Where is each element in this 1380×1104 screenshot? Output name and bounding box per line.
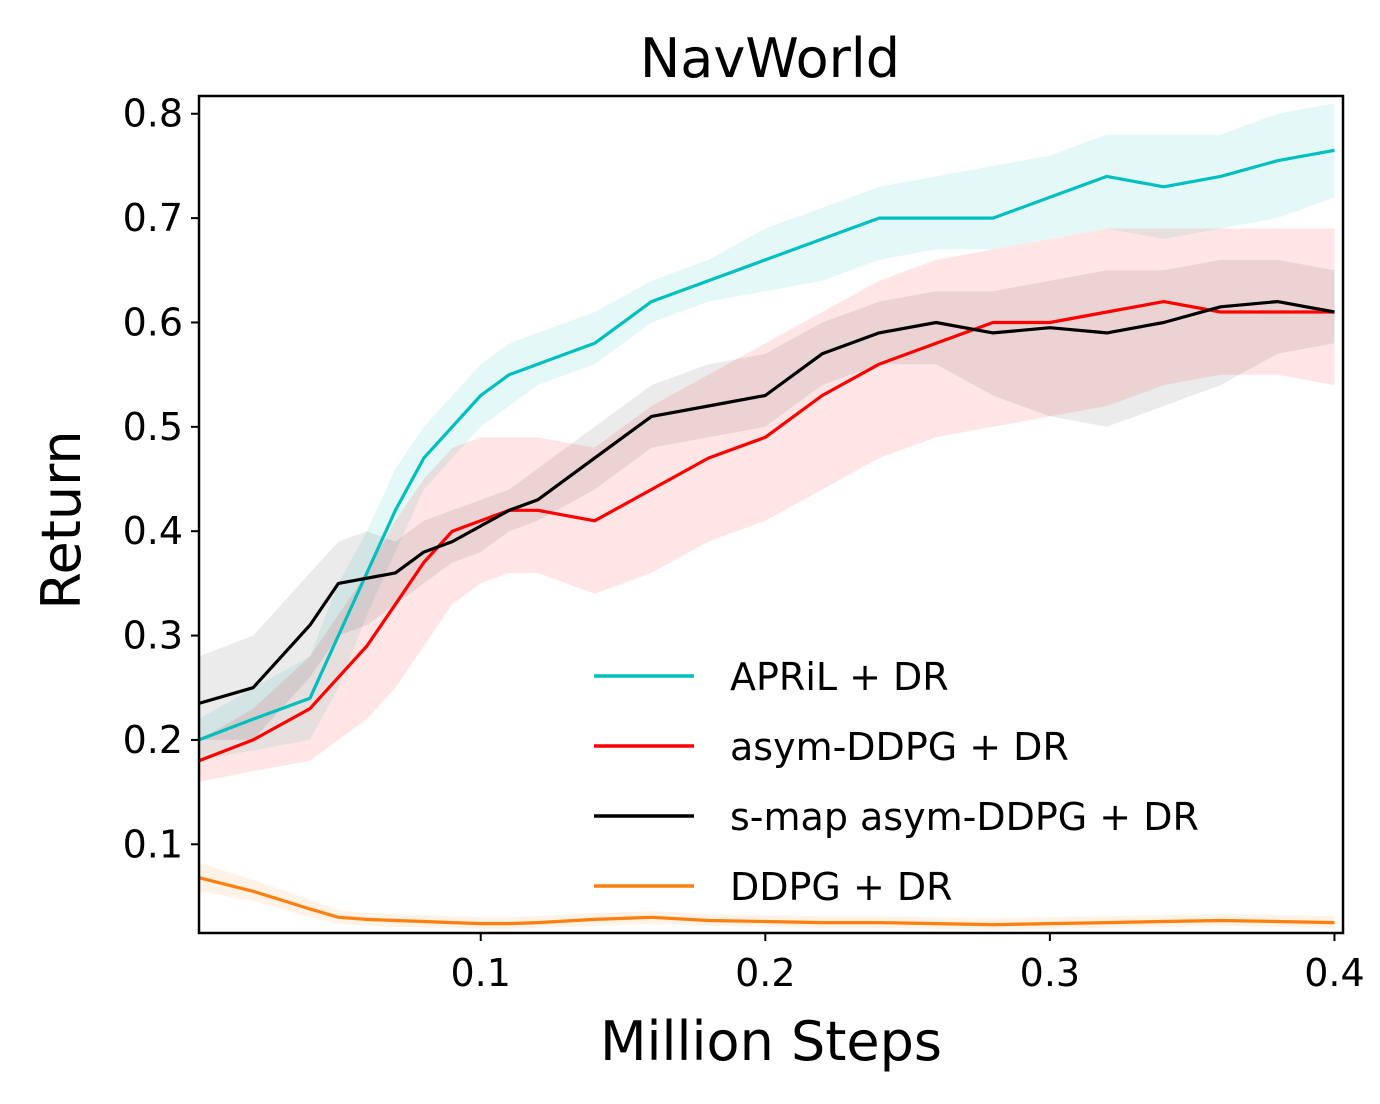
confidence-band-2 [199, 259, 1335, 740]
y-tick-label: 0.5 [123, 405, 183, 449]
legend-label-0: APRiL + DR [730, 655, 949, 699]
y-tick-label: 0.4 [123, 509, 183, 553]
x-tick-label: 0.4 [1304, 951, 1364, 995]
x-tick-label: 0.1 [451, 951, 511, 995]
x-tick-label: 0.3 [1020, 951, 1080, 995]
y-tick-label: 0.7 [123, 196, 183, 240]
y-axis: 0.1 0.2 0.3 0.4 0.5 0.6 0.7 0.8 [123, 92, 199, 866]
y-tick-label: 0.2 [123, 718, 183, 762]
y-tick-label: 0.1 [123, 822, 183, 866]
series-line-0 [198, 148, 1335, 742]
y-tick-label: 0.6 [123, 300, 183, 344]
series-line-3 [198, 876, 1335, 927]
plot-frame [197, 94, 1345, 935]
legend-label-2: s-map asym-DDPG + DR [730, 795, 1199, 839]
x-tick-label: 0.2 [735, 951, 795, 995]
confidence-band-1 [199, 228, 1335, 782]
x-axis: 0.1 0.2 0.3 0.4 [451, 933, 1365, 995]
chart-title: NavWorld [640, 27, 900, 90]
y-axis-title: Return [30, 430, 93, 609]
legend-label-3: DDPG + DR [730, 865, 953, 909]
y-tick-label: 0.8 [123, 92, 183, 136]
series-line-1 [198, 300, 1335, 763]
legend: APRiL + DR asym-DDPG + DR s-map asym-DDPG … [594, 655, 1199, 909]
legend-label-1: asym-DDPG + DR [730, 725, 1069, 769]
series-line-2 [198, 300, 1335, 705]
confidence-band-3 [199, 863, 1335, 930]
series-lines [198, 148, 1335, 927]
x-axis-title: Million Steps [600, 1010, 942, 1073]
y-tick-label: 0.3 [123, 614, 183, 658]
